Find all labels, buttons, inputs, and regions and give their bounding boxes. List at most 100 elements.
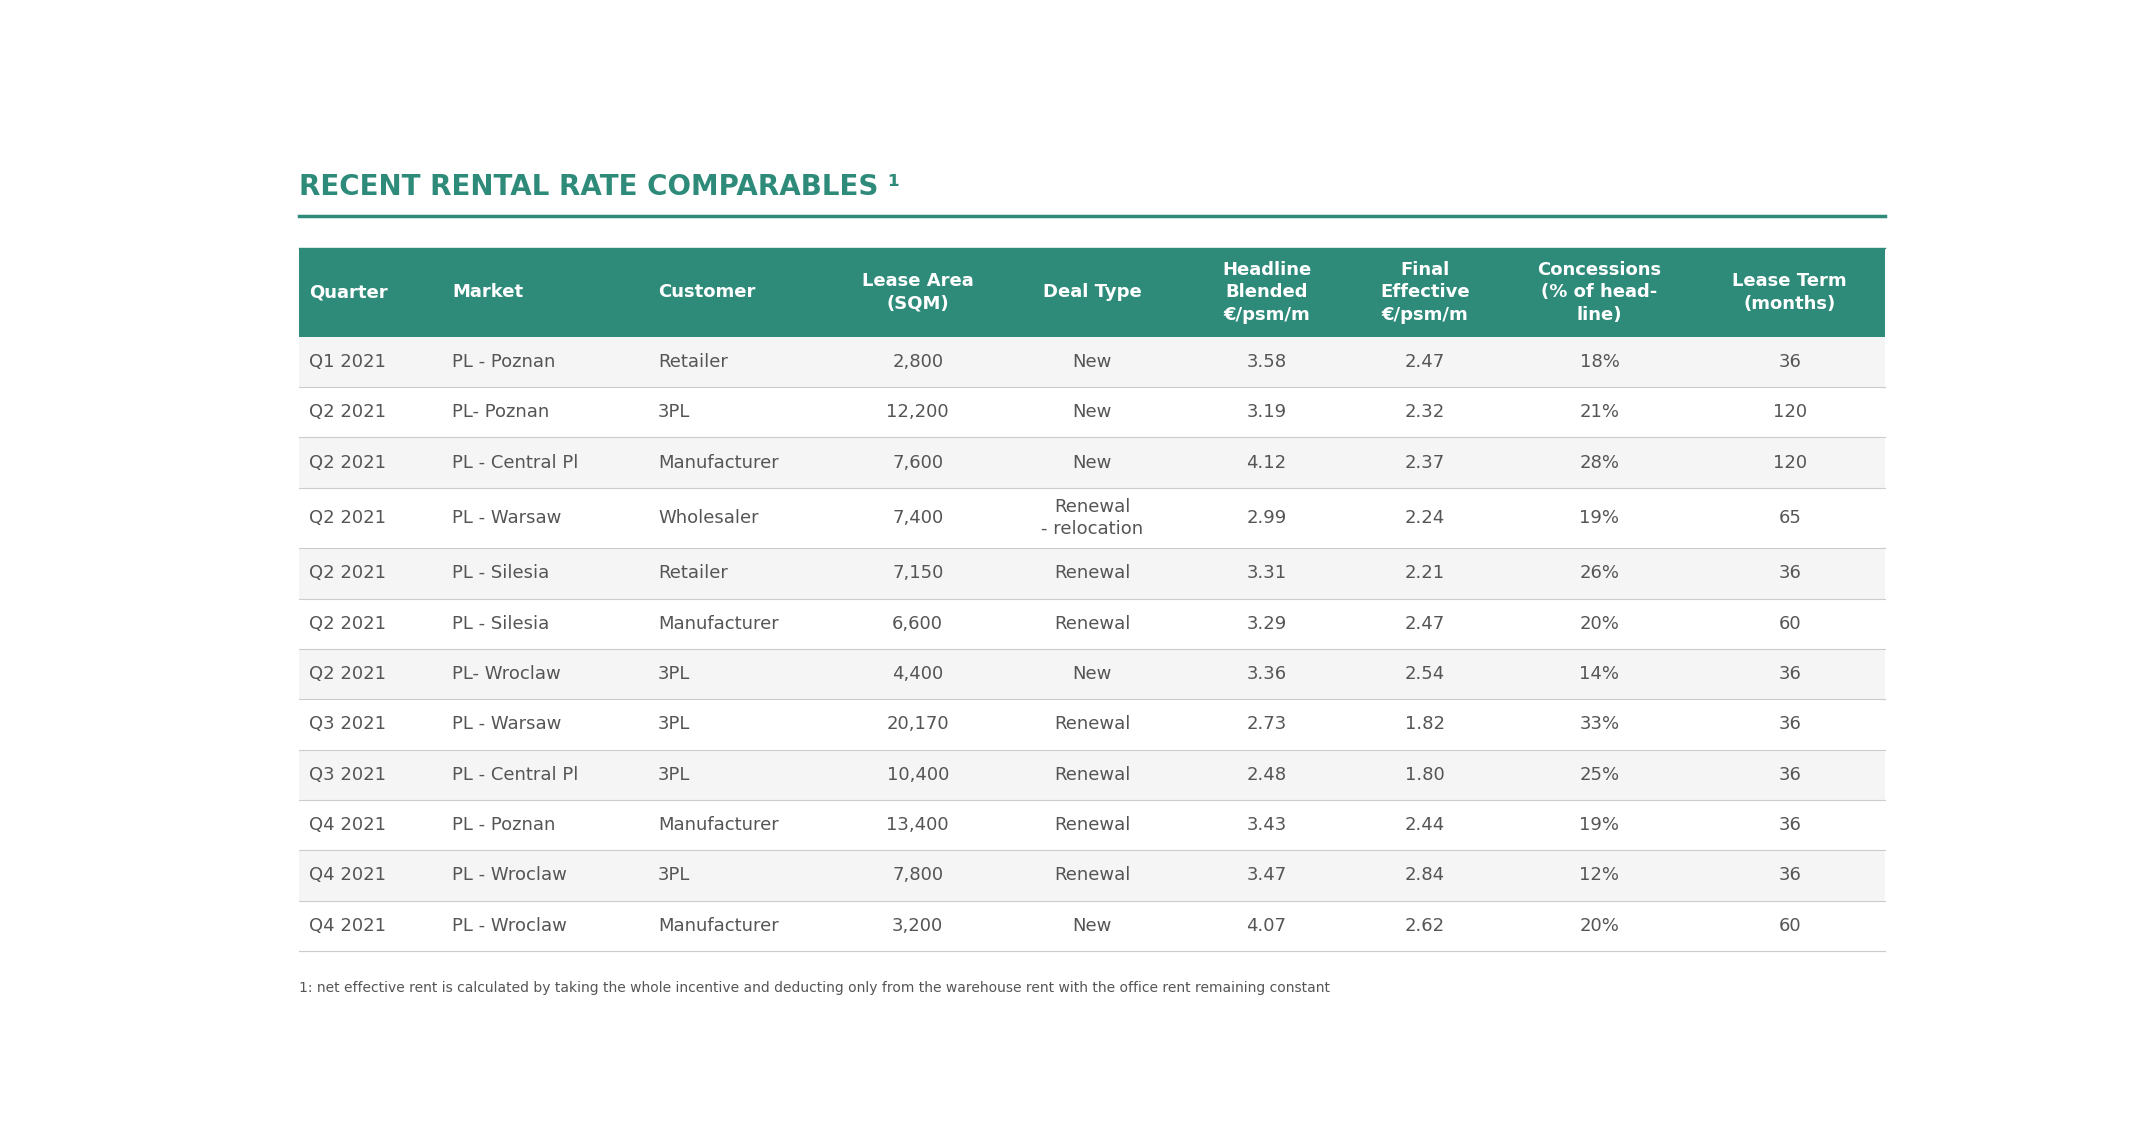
Text: 60: 60	[1779, 917, 1801, 934]
Text: Wholesaler: Wholesaler	[658, 509, 759, 527]
Text: 18%: 18%	[1579, 352, 1620, 371]
Text: 19%: 19%	[1579, 509, 1620, 527]
Text: Retailer: Retailer	[658, 352, 729, 371]
Text: Headline
Blended
€/psm/m: Headline Blended €/psm/m	[1221, 262, 1311, 324]
Text: 7,150: 7,150	[893, 565, 944, 582]
Bar	[298, 750, 1884, 800]
Text: 28%: 28%	[1579, 453, 1620, 472]
Text: Quarter: Quarter	[309, 284, 388, 302]
Text: Retailer: Retailer	[658, 565, 729, 582]
Text: 3.36: 3.36	[1247, 665, 1287, 683]
Bar	[298, 387, 1884, 437]
Text: 14%: 14%	[1579, 665, 1620, 683]
Text: Q4 2021: Q4 2021	[309, 867, 386, 884]
Text: 6,600: 6,600	[893, 614, 944, 633]
Text: 36: 36	[1777, 352, 1801, 371]
Text: PL - Central Pl: PL - Central Pl	[452, 766, 578, 784]
Text: PL - Wroclaw: PL - Wroclaw	[452, 867, 567, 884]
Text: 2.32: 2.32	[1404, 403, 1445, 421]
Text: 120: 120	[1773, 403, 1807, 421]
Text: 7,600: 7,600	[893, 453, 944, 472]
Text: 2.99: 2.99	[1247, 509, 1287, 527]
Text: PL - Warsaw: PL - Warsaw	[452, 509, 560, 527]
Text: 26%: 26%	[1579, 565, 1620, 582]
Text: Market: Market	[452, 284, 522, 302]
Text: PL - Central Pl: PL - Central Pl	[452, 453, 578, 472]
Text: 3PL: 3PL	[658, 665, 690, 683]
Text: New: New	[1072, 917, 1112, 934]
Text: 2.44: 2.44	[1404, 816, 1445, 835]
Text: New: New	[1072, 453, 1112, 472]
Text: 19%: 19%	[1579, 816, 1620, 835]
Bar	[298, 248, 1884, 336]
Text: 2.48: 2.48	[1247, 766, 1287, 784]
Bar	[298, 336, 1884, 387]
Text: Renewal: Renewal	[1055, 867, 1129, 884]
Text: Q3 2021: Q3 2021	[309, 715, 386, 734]
Text: 20,170: 20,170	[886, 715, 948, 734]
Text: 2.54: 2.54	[1404, 665, 1445, 683]
Text: 7,800: 7,800	[893, 867, 944, 884]
Text: Renewal: Renewal	[1055, 766, 1129, 784]
Bar	[298, 851, 1884, 901]
Text: Q2 2021: Q2 2021	[309, 509, 386, 527]
Text: 1.82: 1.82	[1404, 715, 1445, 734]
Text: Manufacturer: Manufacturer	[658, 917, 778, 934]
Text: 3,200: 3,200	[893, 917, 944, 934]
Text: New: New	[1072, 665, 1112, 683]
Text: Q1 2021: Q1 2021	[309, 352, 386, 371]
Text: 3.31: 3.31	[1247, 565, 1287, 582]
Text: 3.29: 3.29	[1247, 614, 1287, 633]
Text: 20%: 20%	[1579, 917, 1620, 934]
Text: 1: net effective rent is calculated by taking the whole incentive and deducting : 1: net effective rent is calculated by t…	[298, 982, 1330, 995]
Text: Manufacturer: Manufacturer	[658, 614, 778, 633]
Text: 7,400: 7,400	[893, 509, 944, 527]
Text: PL - Silesia: PL - Silesia	[452, 565, 550, 582]
Text: 2.37: 2.37	[1404, 453, 1445, 472]
Bar	[298, 901, 1884, 951]
Text: PL - Warsaw: PL - Warsaw	[452, 715, 560, 734]
Text: 36: 36	[1777, 715, 1801, 734]
Text: 36: 36	[1777, 565, 1801, 582]
Text: 2.73: 2.73	[1247, 715, 1287, 734]
Text: 36: 36	[1777, 867, 1801, 884]
Text: 2.21: 2.21	[1404, 565, 1445, 582]
Bar	[298, 598, 1884, 649]
Text: Renewal: Renewal	[1055, 715, 1129, 734]
Text: PL- Poznan: PL- Poznan	[452, 403, 550, 421]
Text: 3.43: 3.43	[1247, 816, 1287, 835]
Bar	[298, 488, 1884, 548]
Text: Q2 2021: Q2 2021	[309, 665, 386, 683]
Text: 33%: 33%	[1579, 715, 1620, 734]
Text: 4,400: 4,400	[893, 665, 944, 683]
Text: 21%: 21%	[1579, 403, 1620, 421]
Text: Q2 2021: Q2 2021	[309, 453, 386, 472]
Text: 3PL: 3PL	[658, 867, 690, 884]
Text: New: New	[1072, 403, 1112, 421]
Text: 1.80: 1.80	[1404, 766, 1445, 784]
Text: Renewal: Renewal	[1055, 565, 1129, 582]
Text: Deal Type: Deal Type	[1042, 284, 1142, 302]
Text: 2.84: 2.84	[1404, 867, 1445, 884]
Text: 2.24: 2.24	[1404, 509, 1445, 527]
Text: 36: 36	[1777, 665, 1801, 683]
Text: Manufacturer: Manufacturer	[658, 453, 778, 472]
Text: 4.07: 4.07	[1247, 917, 1287, 934]
Bar	[298, 548, 1884, 598]
Text: 3PL: 3PL	[658, 715, 690, 734]
Text: Lease Area
(SQM): Lease Area (SQM)	[861, 272, 974, 312]
Text: Q4 2021: Q4 2021	[309, 816, 386, 835]
Text: 36: 36	[1777, 816, 1801, 835]
Text: Q2 2021: Q2 2021	[309, 565, 386, 582]
Text: 13,400: 13,400	[886, 816, 948, 835]
Text: 2,800: 2,800	[893, 352, 944, 371]
Text: 36: 36	[1777, 766, 1801, 784]
Bar	[298, 699, 1884, 750]
Text: PL - Silesia: PL - Silesia	[452, 614, 550, 633]
Text: 12,200: 12,200	[886, 403, 948, 421]
Text: PL - Wroclaw: PL - Wroclaw	[452, 917, 567, 934]
Text: 2.47: 2.47	[1404, 614, 1445, 633]
Text: 25%: 25%	[1579, 766, 1620, 784]
Text: 12%: 12%	[1579, 867, 1620, 884]
Text: Q3 2021: Q3 2021	[309, 766, 386, 784]
